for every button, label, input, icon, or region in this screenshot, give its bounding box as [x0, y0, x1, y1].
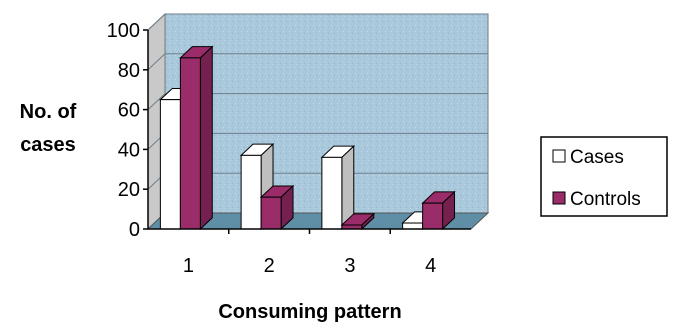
legend-label-controls: Controls	[570, 189, 641, 210]
bar-controls-2	[259, 184, 295, 231]
bar-front	[179, 57, 201, 230]
x-tick-label: 4	[425, 255, 436, 277]
bar-cases-3	[320, 145, 356, 231]
legend-swatch-cases	[552, 149, 566, 163]
legend-label-cases: Cases	[570, 147, 624, 168]
bar-front	[159, 99, 181, 230]
x-axis-title: Consuming pattern	[218, 301, 401, 323]
y-tick-label: 40	[118, 139, 140, 161]
legend: Cases Controls	[540, 136, 668, 217]
gridline	[147, 13, 488, 31]
y-axis-title-line2: cases	[20, 134, 76, 156]
bar-front	[321, 156, 343, 230]
bar-side	[199, 45, 213, 231]
x-tick-label: 1	[183, 255, 194, 277]
bar-controls-1	[179, 45, 214, 231]
y-tick-labels: 0 20 40 60 80 100	[107, 20, 148, 241]
y-tick-label: 100	[107, 20, 140, 42]
bar-front	[422, 202, 444, 230]
legend-swatch-controls	[552, 191, 566, 205]
bars	[159, 45, 456, 231]
y-tick-label: 0	[129, 219, 140, 241]
y-tick-label: 20	[118, 179, 140, 201]
y-tick-label: 60	[118, 100, 140, 122]
x-tick-label: 3	[344, 255, 355, 277]
bar-controls-3	[340, 212, 376, 231]
gridline	[147, 53, 488, 71]
gridline	[147, 93, 488, 110]
x-tick-labels: 1 2 3 4	[183, 229, 436, 277]
y-tick-label: 80	[118, 60, 140, 82]
bar-front	[402, 222, 424, 230]
bar-front	[240, 154, 262, 230]
y-axis-title-line1: No. of	[20, 101, 77, 123]
x-tick-label: 2	[264, 255, 275, 277]
bar-front	[260, 196, 282, 230]
